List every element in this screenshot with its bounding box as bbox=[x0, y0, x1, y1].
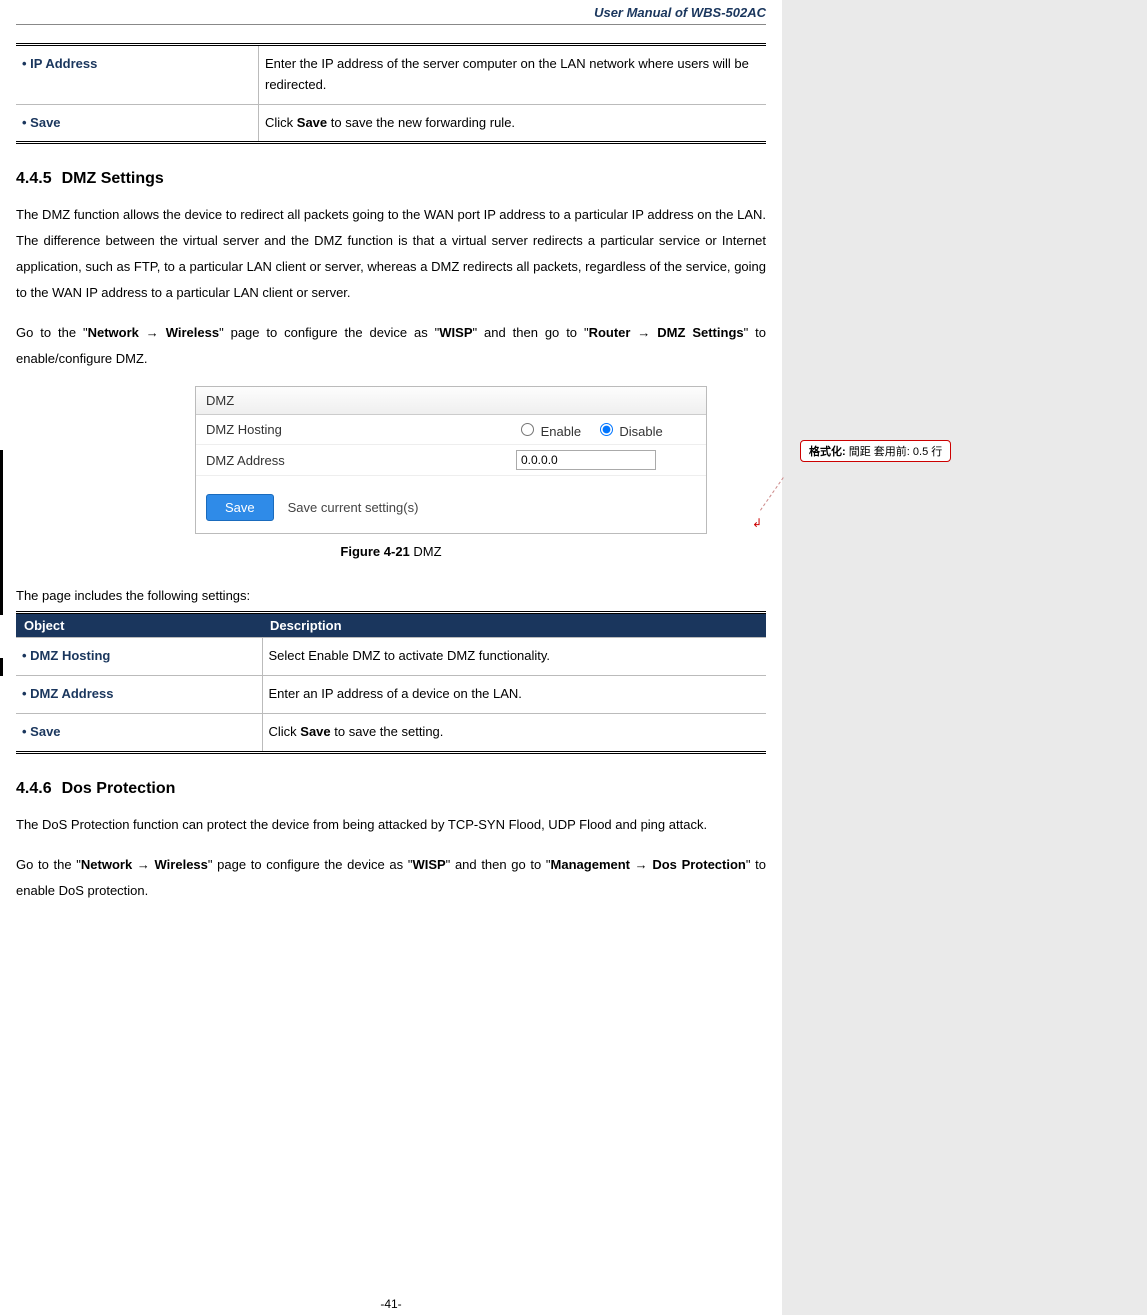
table-row: Save Click Save to save the setting. bbox=[16, 713, 766, 752]
right-margin bbox=[782, 0, 1147, 1315]
table-dmz-settings: Object Description DMZ Hosting Select En… bbox=[16, 611, 766, 753]
revision-bar bbox=[0, 450, 3, 615]
figure-caption: Figure 4-21 DMZ bbox=[16, 544, 766, 559]
table-ip-save: IP Address Enter the IP address of the s… bbox=[16, 43, 766, 144]
col-description: Description bbox=[262, 613, 766, 638]
dmz-address-label: DMZ Address bbox=[206, 453, 516, 468]
para-dos-nav: Go to the "Network → Wireless" page to c… bbox=[16, 852, 766, 904]
obj-cell: DMZ Address bbox=[16, 676, 262, 714]
desc-cell: Enter an IP address of a device on the L… bbox=[262, 676, 766, 714]
page: User Manual of WBS-502AC IP Address Ente… bbox=[0, 0, 782, 1315]
dmz-panel: DMZ DMZ Hosting Enable Disable DMZ Addre… bbox=[195, 386, 707, 534]
para-dmz-intro: The DMZ function allows the device to re… bbox=[16, 202, 766, 306]
save-button[interactable]: Save bbox=[206, 494, 274, 521]
comment-anchor-icon: ↲ bbox=[752, 516, 762, 530]
dmz-hosting-row: DMZ Hosting Enable Disable bbox=[196, 415, 706, 445]
obj-cell: Save bbox=[16, 104, 259, 143]
revision-bar bbox=[0, 658, 3, 676]
dmz-hosting-label: DMZ Hosting bbox=[206, 422, 516, 437]
dmz-address-row: DMZ Address bbox=[196, 445, 706, 476]
dmz-address-input[interactable] bbox=[516, 450, 656, 470]
desc-cell: Click Save to save the new forwarding ru… bbox=[259, 104, 767, 143]
obj-cell: Save bbox=[16, 713, 262, 752]
desc-cell: Click Save to save the setting. bbox=[262, 713, 766, 752]
disable-option[interactable]: Disable bbox=[595, 424, 663, 439]
comment-bubble: 格式化: 間距 套用前: 0.5 行 bbox=[800, 440, 951, 462]
obj-cell: DMZ Hosting bbox=[16, 638, 262, 676]
page-number: -41- bbox=[0, 1297, 782, 1315]
table-header-row: Object Description bbox=[16, 613, 766, 638]
doc-header: User Manual of WBS-502AC bbox=[16, 5, 766, 25]
section-heading-445: 4.4.5DMZ Settings bbox=[16, 170, 766, 188]
table-row: Save Click Save to save the new forwardi… bbox=[16, 104, 766, 143]
figure-dmz: DMZ DMZ Hosting Enable Disable DMZ Addre… bbox=[16, 386, 766, 534]
table-row: DMZ Hosting Select Enable DMZ to activat… bbox=[16, 638, 766, 676]
col-object: Object bbox=[16, 613, 262, 638]
dmz-hosting-field: Enable Disable bbox=[516, 420, 696, 439]
disable-radio[interactable] bbox=[600, 423, 613, 436]
desc-cell: Enter the IP address of the server compu… bbox=[259, 45, 767, 105]
section-heading-446: 4.4.6Dos Protection bbox=[16, 780, 766, 798]
enable-option[interactable]: Enable bbox=[516, 424, 581, 439]
para-dmz-nav: Go to the "Network → Wireless" page to c… bbox=[16, 320, 766, 372]
dmz-save-row: Save Save current setting(s) bbox=[196, 476, 706, 533]
para-dos-intro: The DoS Protection function can protect … bbox=[16, 812, 766, 838]
dmz-address-field bbox=[516, 450, 696, 470]
table-row: IP Address Enter the IP address of the s… bbox=[16, 45, 766, 105]
table-row: DMZ Address Enter an IP address of a dev… bbox=[16, 676, 766, 714]
desc-cell: Select Enable DMZ to activate DMZ functi… bbox=[262, 638, 766, 676]
lead-in: The page includes the following settings… bbox=[16, 583, 766, 609]
enable-radio[interactable] bbox=[521, 423, 534, 436]
obj-cell: IP Address bbox=[16, 45, 259, 105]
save-caption: Save current setting(s) bbox=[288, 500, 419, 515]
dmz-panel-title: DMZ bbox=[196, 387, 706, 415]
